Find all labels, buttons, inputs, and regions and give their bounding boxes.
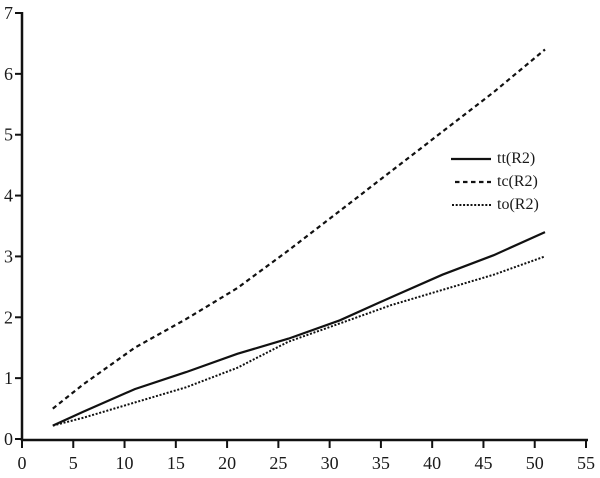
x-tick-label: 45 [474, 453, 492, 473]
legend-item-tc: tc(R2) [450, 172, 539, 191]
series-line-tc-r2 [52, 48, 546, 410]
series-line-to-r2 [52, 255, 546, 427]
y-tick-label: 0 [4, 429, 13, 449]
x-tick-label: 35 [372, 453, 390, 473]
y-tick-label: 5 [4, 125, 13, 145]
y-tick-label: 1 [4, 368, 13, 388]
y-tick-label: 6 [4, 64, 13, 84]
x-tick-label: 15 [167, 453, 185, 473]
legend-swatch-dashed-icon [455, 180, 491, 183]
x-tick-label: 10 [116, 453, 134, 473]
series-line-tt-r2 [52, 231, 546, 427]
legend-swatch-solid-icon [451, 157, 491, 160]
y-tick-label: 4 [4, 186, 13, 206]
legend-swatch-dotted-icon [452, 203, 491, 206]
chart-legend: tt(R2) tc(R2) to(R2) [450, 149, 539, 214]
x-tick-label: 55 [577, 453, 595, 473]
x-tick-label: 50 [526, 453, 544, 473]
y-tick-label: 3 [4, 246, 13, 266]
x-tick-label: 20 [218, 453, 236, 473]
x-tick-label: 0 [18, 453, 27, 473]
y-tick-label: 2 [4, 307, 13, 327]
y-tick-label: 7 [4, 3, 13, 23]
legend-item-to: to(R2) [450, 195, 539, 214]
x-tick-label: 5 [69, 453, 78, 473]
x-tick-label: 30 [321, 453, 339, 473]
legend-label-tt: tt(R2) [497, 150, 536, 167]
legend-label-to: to(R2) [497, 196, 539, 213]
legend-label-tc: tc(R2) [497, 173, 538, 190]
legend-item-tt: tt(R2) [450, 149, 539, 168]
x-tick-label: 25 [269, 453, 287, 473]
x-tick-label: 40 [423, 453, 441, 473]
